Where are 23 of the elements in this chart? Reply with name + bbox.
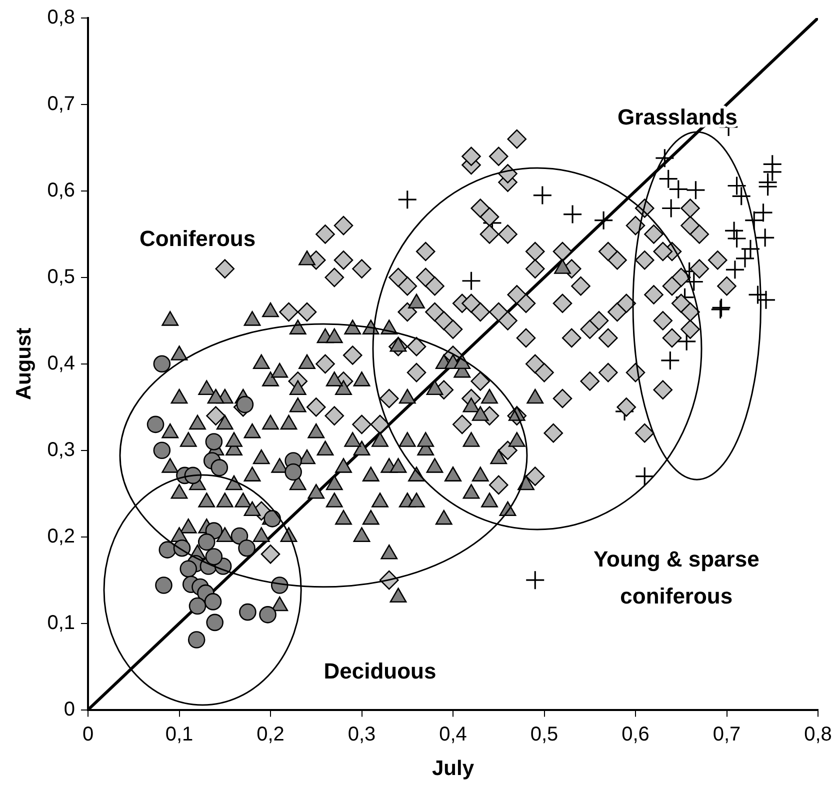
- x-tick-label: 0,4: [439, 723, 467, 746]
- y-tick-label: 0,4: [47, 352, 76, 374]
- x-tick-label: 0,7: [712, 723, 741, 746]
- x-tick-label: 0,8: [804, 723, 832, 746]
- y-tick-label: 0,1: [47, 612, 76, 634]
- annotation: Coniferous: [139, 226, 256, 252]
- y-tick-label: 0,2: [47, 525, 76, 548]
- x-tick-label: 0,1: [165, 723, 194, 746]
- y-tick-label: 0,8: [47, 6, 76, 29]
- x-axis-title: July: [432, 757, 474, 780]
- y-tick-label: 0: [64, 698, 76, 720]
- y-tick-label: 0,6: [47, 179, 76, 202]
- annotation: Young & sparse coniferous: [593, 546, 760, 609]
- x-tick-label: 0,5: [530, 723, 558, 746]
- x-tick-label: 0,6: [622, 723, 650, 746]
- y-axis-title: August: [12, 328, 36, 400]
- annotation: Deciduous: [324, 658, 436, 684]
- y-tick-label: 0,5: [47, 266, 76, 288]
- x-tick-label: 0,2: [256, 723, 284, 746]
- x-tick-label: 0: [82, 723, 94, 746]
- x-tick-label: 0,3: [348, 723, 376, 746]
- y-tick-label: 0,7: [47, 92, 76, 115]
- y-tick-label: 0,3: [47, 438, 76, 461]
